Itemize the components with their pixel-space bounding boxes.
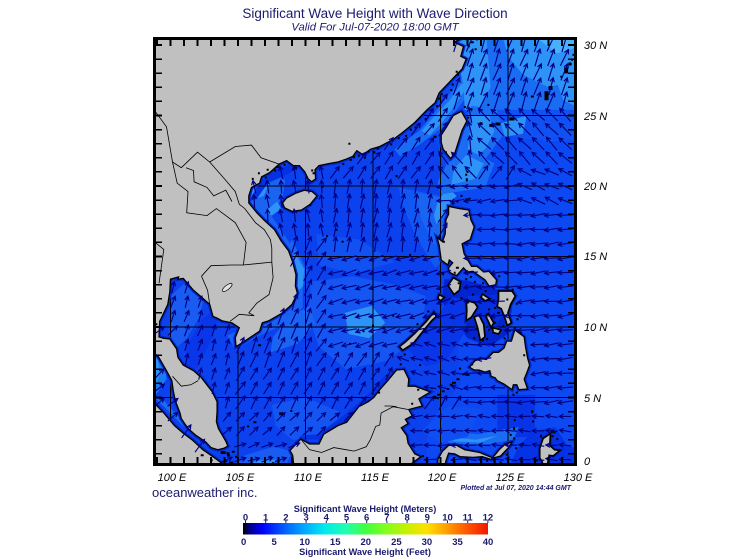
svg-text:Significant Wave Height (Feet): Significant Wave Height (Feet) — [299, 547, 431, 557]
svg-text:120 E: 120 E — [428, 472, 457, 484]
svg-text:Significant Wave Height with W: Significant Wave Height with Wave Direct… — [242, 6, 507, 21]
svg-text:10 N: 10 N — [584, 322, 607, 334]
svg-text:12: 12 — [483, 513, 494, 524]
svg-text:Significant Wave Height (Meter: Significant Wave Height (Meters) — [294, 504, 437, 514]
svg-text:5: 5 — [271, 537, 277, 548]
svg-text:5 N: 5 N — [584, 393, 601, 405]
svg-text:105 E: 105 E — [226, 472, 255, 484]
svg-text:15: 15 — [330, 537, 341, 548]
svg-text:110 E: 110 E — [294, 472, 323, 484]
svg-text:100 E: 100 E — [158, 472, 187, 484]
svg-text:7: 7 — [384, 513, 389, 524]
svg-text:0: 0 — [243, 513, 248, 524]
svg-text:30 N: 30 N — [584, 40, 607, 52]
svg-text:40: 40 — [483, 537, 494, 548]
svg-text:6: 6 — [364, 513, 369, 524]
svg-text:5: 5 — [344, 513, 350, 524]
svg-text:4: 4 — [324, 513, 330, 524]
svg-text:9: 9 — [425, 513, 430, 524]
svg-text:0: 0 — [241, 537, 246, 548]
svg-text:30: 30 — [422, 537, 433, 548]
svg-text:Valid For Jul-07-2020 18:00 GM: Valid For Jul-07-2020 18:00 GMT — [291, 22, 459, 34]
svg-text:Plotted at Jul 07, 2020 14:44: Plotted at Jul 07, 2020 14:44 GMT — [461, 485, 572, 492]
svg-text:115 E: 115 E — [361, 472, 390, 484]
svg-text:10: 10 — [442, 513, 453, 524]
svg-text:0: 0 — [584, 456, 591, 468]
svg-text:2: 2 — [283, 513, 288, 524]
svg-text:11: 11 — [463, 513, 474, 524]
svg-text:35: 35 — [452, 537, 463, 548]
svg-text:20 N: 20 N — [583, 181, 607, 193]
svg-text:25 N: 25 N — [583, 111, 607, 123]
svg-text:oceanweather inc.: oceanweather inc. — [152, 485, 258, 500]
svg-text:125 E: 125 E — [496, 472, 525, 484]
svg-text:1: 1 — [263, 513, 269, 524]
svg-text:15 N: 15 N — [584, 251, 607, 263]
svg-text:25: 25 — [391, 537, 402, 548]
svg-text:8: 8 — [404, 513, 409, 524]
svg-text:3: 3 — [303, 513, 308, 524]
svg-text:20: 20 — [361, 537, 372, 548]
svg-text:10: 10 — [299, 537, 310, 548]
svg-text:130 E: 130 E — [564, 472, 593, 484]
